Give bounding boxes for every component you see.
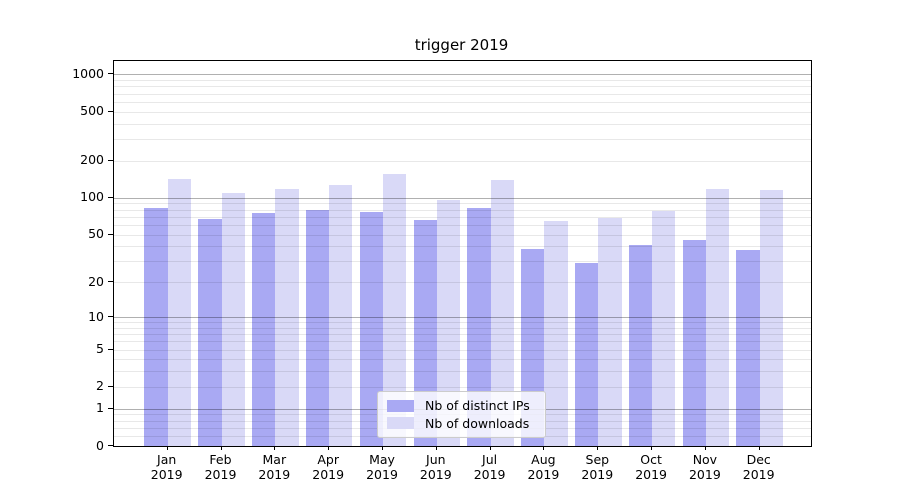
legend-item-distinct-ips: Nb of distinct IPs	[387, 398, 536, 413]
y-tick-mark	[108, 73, 113, 75]
gridline-minor	[114, 101, 811, 103]
bar-downloads-6	[490, 180, 514, 446]
bar-downloads-1	[221, 192, 245, 446]
y-tick-label: 1000	[72, 65, 104, 81]
y-tick-mark	[108, 316, 113, 317]
x-tick-label-jun: Jun 2019	[419, 452, 452, 482]
x-tick-mark	[651, 446, 653, 450]
legend-swatch-distinct-ips	[387, 399, 414, 412]
bar-distinct-ips-1	[198, 219, 222, 446]
bar-distinct-ips-4	[359, 211, 383, 446]
y-tick-label: 50	[88, 226, 104, 241]
legend-swatch-downloads	[387, 417, 414, 430]
x-tick-label-oct: Oct 2019	[635, 452, 667, 482]
x-tick-label-jul: Jul 2019	[473, 452, 506, 482]
x-tick-label-may: May 2019	[366, 452, 398, 482]
bar-downloads-0	[167, 179, 191, 446]
x-tick-mark	[382, 446, 383, 450]
x-tick-label-dec: Dec 2019	[742, 452, 775, 482]
x-tick-label-feb: Feb 2019	[204, 452, 237, 482]
y-tick-label: 1	[96, 400, 104, 416]
bar-downloads-9	[652, 210, 676, 446]
gridline-minor	[114, 139, 811, 140]
y-tick-mark	[108, 348, 113, 350]
legend-item-downloads: Nb of downloads	[387, 416, 536, 431]
y-tick-label: 100	[80, 189, 104, 205]
plot-area	[113, 60, 812, 447]
x-tick-label-sep: Sep 2019	[581, 452, 614, 482]
bar-distinct-ips-5	[413, 219, 437, 446]
x-tick-mark	[435, 446, 437, 450]
y-tick-label: 200	[80, 152, 104, 168]
gridline-minor	[114, 111, 811, 113]
x-tick-mark	[220, 446, 222, 450]
bar-distinct-ips-0	[144, 207, 168, 446]
x-tick-mark	[543, 446, 545, 450]
gridline-major	[114, 74, 811, 76]
x-tick-mark	[328, 446, 330, 450]
y-tick-label: 500	[80, 103, 104, 118]
bar-distinct-ips-3	[305, 210, 330, 446]
gridline-minor	[114, 86, 811, 88]
x-tick-label-apr: Apr 2019	[312, 452, 345, 482]
x-tick-mark	[704, 446, 706, 450]
x-tick-mark	[489, 446, 491, 450]
y-tick-mark	[108, 407, 113, 409]
gridline-minor	[114, 93, 811, 95]
bar-downloads-5	[436, 200, 461, 446]
bar-downloads-7	[544, 220, 568, 446]
y-tick-label: 20	[88, 273, 104, 289]
chart-title: trigger 2019	[414, 36, 509, 54]
y-tick-label: 5	[96, 341, 104, 357]
bar-downloads-11	[759, 190, 784, 446]
y-tick-mark	[108, 281, 113, 283]
bar-downloads-2	[275, 189, 299, 446]
y-tick-mark	[108, 385, 113, 387]
y-tick-mark	[108, 196, 113, 198]
y-tick-label: 0	[96, 437, 104, 453]
bar-downloads-8	[598, 218, 622, 446]
y-tick-mark	[108, 110, 113, 112]
legend-label-distinct-ips: Nb of distinct IPs	[425, 398, 530, 414]
gridline-minor	[114, 123, 811, 125]
x-tick-mark	[274, 446, 276, 450]
bar-downloads-10	[705, 189, 730, 446]
legend: Nb of distinct IPs Nb of downloads	[377, 391, 546, 438]
bar-distinct-ips-10	[682, 240, 706, 446]
legend-label-downloads: Nb of downloads	[425, 415, 530, 431]
x-tick-mark	[758, 446, 760, 450]
y-tick-mark	[108, 159, 113, 161]
x-tick-mark	[166, 446, 168, 450]
y-tick-mark	[108, 445, 113, 446]
x-tick-label-mar: Mar 2019	[258, 452, 291, 482]
y-tick-label: 2	[96, 378, 104, 394]
y-tick-mark	[108, 233, 113, 235]
bar-downloads-4	[382, 174, 407, 446]
x-tick-mark	[597, 446, 599, 450]
gridline-minor	[114, 80, 811, 81]
y-tick-label: 10	[88, 308, 104, 324]
x-tick-label-nov: Nov 2019	[688, 452, 721, 482]
bar-distinct-ips-6	[467, 207, 491, 446]
bar-distinct-ips-11	[736, 250, 760, 446]
bar-downloads-3	[329, 184, 353, 446]
bar-distinct-ips-9	[628, 244, 653, 446]
x-tick-label-aug: Aug 2019	[527, 452, 560, 482]
bar-distinct-ips-2	[252, 213, 276, 446]
x-tick-label-jan: Jan 2019	[150, 452, 183, 482]
bar-distinct-ips-8	[574, 263, 599, 446]
gridline-minor	[114, 160, 811, 162]
